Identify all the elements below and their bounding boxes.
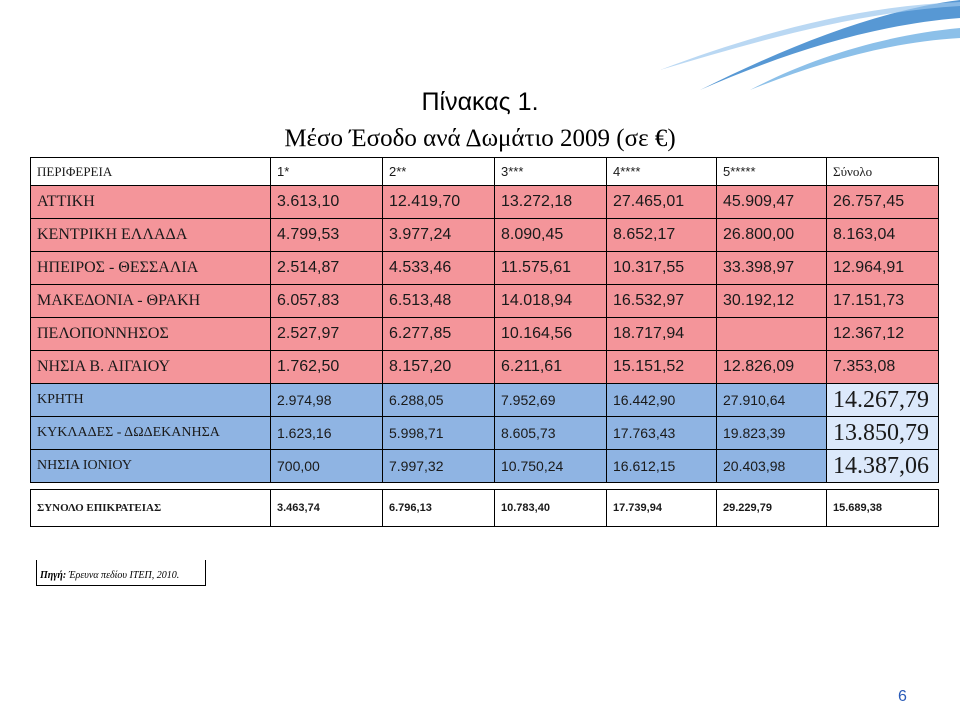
- region-cell: ΠΕΛΟΠΟΝΝΗΣΟΣ: [30, 317, 271, 351]
- value-cell: 26.800,00: [716, 218, 827, 252]
- value-cell: 2.974,98: [270, 383, 383, 417]
- table-row: ΚΡΗΤΗ 2.974,98 6.288,05 7.952,69 16.442,…: [30, 383, 939, 417]
- region-cell: ΚΡΗΤΗ: [30, 383, 271, 417]
- value-cell: 13.272,18: [494, 185, 607, 219]
- table-row: ΚΕΝΤΡΙΚΗ ΕΛΛΑΔΑ 4.799,53 3.977,24 8.090,…: [30, 218, 939, 252]
- value-cell: 1.623,16: [270, 416, 383, 450]
- table-row: ΠΕΛΟΠΟΝΝΗΣΟΣ 2.527,97 6.277,85 10.164,56…: [30, 317, 939, 351]
- value-cell: 6.211,61: [494, 350, 607, 384]
- value-cell: 27.910,64: [716, 383, 827, 417]
- value-cell: 12.826,09: [716, 350, 827, 384]
- value-cell: 30.192,12: [716, 284, 827, 318]
- page-title: Πίνακας 1.: [421, 88, 539, 116]
- region-cell: ΜΑΚΕΔΟΝΙΑ - ΘΡΑΚΗ: [30, 284, 271, 318]
- summary-value: 17.739,94: [606, 489, 717, 527]
- table-header-row: ΠΕΡΙΦΕΡΕΙΑ 1* 2** 3*** 4**** 5***** Σύνο…: [30, 157, 939, 186]
- value-cell: 11.575,61: [494, 251, 607, 285]
- value-cell: 4.533,46: [382, 251, 495, 285]
- table-row: ΑΤΤΙΚΗ 3.613,10 12.419,70 13.272,18 27.4…: [30, 185, 939, 219]
- value-cell: 6.288,05: [382, 383, 495, 417]
- value-cell: 8.652,17: [606, 218, 717, 252]
- value-cell: 7.997,32: [382, 449, 495, 483]
- table-row: ΚΥΚΛΑΔΕΣ - ΔΩΔΕΚΑΝΗΣΑ 1.623,16 5.998,71 …: [30, 416, 939, 450]
- header-cell: 4****: [606, 157, 717, 186]
- value-cell: 18.717,94: [606, 317, 717, 351]
- value-cell: 8.090,45: [494, 218, 607, 252]
- table-row: ΝΗΣΙΑ ΙΟΝΙΟΥ 700,00 7.997,32 10.750,24 1…: [30, 449, 939, 483]
- value-cell: 6.277,85: [382, 317, 495, 351]
- table-spacer: [30, 482, 939, 490]
- summary-value: 6.796,13: [382, 489, 495, 527]
- value-cell: 27.465,01: [606, 185, 717, 219]
- value-cell: 33.398,97: [716, 251, 827, 285]
- value-cell: 15.151,52: [606, 350, 717, 384]
- region-cell: ΚΥΚΛΑΔΕΣ - ΔΩΔΕΚΑΝΗΣΑ: [30, 416, 271, 450]
- source-label: Πηγή:: [40, 570, 67, 581]
- source-note: Πηγή: Έρευνα πεδίου ΙΤΕΠ, 2010.: [36, 560, 206, 586]
- summary-value: 29.229,79: [716, 489, 827, 527]
- value-cell: 3.613,10: [270, 185, 383, 219]
- header-cell: 2**: [382, 157, 495, 186]
- region-cell: ΚΕΝΤΡΙΚΗ ΕΛΛΑΔΑ: [30, 218, 271, 252]
- total-cell: 12.367,12: [826, 317, 939, 351]
- summary-value: 10.783,40: [494, 489, 607, 527]
- total-cell: 8.163,04: [826, 218, 939, 252]
- total-cell: 17.151,73: [826, 284, 939, 318]
- table-row: ΜΑΚΕΔΟΝΙΑ - ΘΡΑΚΗ 6.057,83 6.513,48 14.0…: [30, 284, 939, 318]
- value-cell: 4.799,53: [270, 218, 383, 252]
- value-cell: 10.750,24: [494, 449, 607, 483]
- value-cell: 6.057,83: [270, 284, 383, 318]
- value-cell: 7.952,69: [494, 383, 607, 417]
- header-cell: 1*: [270, 157, 383, 186]
- value-cell: 14.018,94: [494, 284, 607, 318]
- value-cell: 19.823,39: [716, 416, 827, 450]
- value-cell: 17.763,43: [606, 416, 717, 450]
- value-cell: 16.612,15: [606, 449, 717, 483]
- value-cell: 3.977,24: [382, 218, 495, 252]
- value-cell: 1.762,50: [270, 350, 383, 384]
- summary-value: 15.689,38: [826, 489, 939, 527]
- total-cell: 13.850,79: [826, 416, 939, 450]
- table-row: ΝΗΣΙΑ Β. ΑΙΓΑΙΟΥ 1.762,50 8.157,20 6.211…: [30, 350, 939, 384]
- value-cell: 45.909,47: [716, 185, 827, 219]
- region-cell: ΝΗΣΙΑ ΙΟΝΙΟΥ: [30, 449, 271, 483]
- value-cell: 8.157,20: [382, 350, 495, 384]
- data-table: ΠΕΡΙΦΕΡΕΙΑ 1* 2** 3*** 4**** 5***** Σύνο…: [30, 157, 939, 527]
- page-number: 6: [898, 688, 907, 705]
- summary-row: ΣΥΝΟΛΟ ΕΠΙΚΡΑΤΕΙΑΣ 3.463,74 6.796,13 10.…: [30, 489, 939, 527]
- value-cell: 16.532,97: [606, 284, 717, 318]
- table-row: ΗΠΕΙΡΟΣ - ΘΕΣΣΑΛΙΑ 2.514,87 4.533,46 11.…: [30, 251, 939, 285]
- total-cell: 12.964,91: [826, 251, 939, 285]
- total-cell: 26.757,45: [826, 185, 939, 219]
- total-cell: 14.387,06: [826, 449, 939, 483]
- decorative-swoosh: [660, 0, 960, 90]
- value-cell: 20.403,98: [716, 449, 827, 483]
- region-cell: ΝΗΣΙΑ Β. ΑΙΓΑΙΟΥ: [30, 350, 271, 384]
- value-cell: 700,00: [270, 449, 383, 483]
- value-cell: 2.527,97: [270, 317, 383, 351]
- value-cell: 10.317,55: [606, 251, 717, 285]
- source-text: Έρευνα πεδίου ΙΤΕΠ, 2010.: [68, 570, 180, 581]
- region-cell: ΗΠΕΙΡΟΣ - ΘΕΣΣΑΛΙΑ: [30, 251, 271, 285]
- value-cell: [716, 317, 827, 351]
- value-cell: 2.514,87: [270, 251, 383, 285]
- total-cell: 14.267,79: [826, 383, 939, 417]
- region-cell: ΑΤΤΙΚΗ: [30, 185, 271, 219]
- value-cell: 5.998,71: [382, 416, 495, 450]
- value-cell: 6.513,48: [382, 284, 495, 318]
- value-cell: 16.442,90: [606, 383, 717, 417]
- header-cell: Σύνολο: [826, 157, 939, 186]
- value-cell: 10.164,56: [494, 317, 607, 351]
- summary-value: 3.463,74: [270, 489, 383, 527]
- value-cell: 12.419,70: [382, 185, 495, 219]
- header-cell: 5*****: [716, 157, 827, 186]
- total-cell: 7.353,08: [826, 350, 939, 384]
- value-cell: 8.605,73: [494, 416, 607, 450]
- header-cell: 3***: [494, 157, 607, 186]
- summary-label: ΣΥΝΟΛΟ ΕΠΙΚΡΑΤΕΙΑΣ: [30, 489, 271, 527]
- header-cell: ΠΕΡΙΦΕΡΕΙΑ: [30, 157, 271, 186]
- page-subtitle: Μέσο Έσοδο ανά Δωμάτιο 2009 (σε €): [284, 125, 676, 152]
